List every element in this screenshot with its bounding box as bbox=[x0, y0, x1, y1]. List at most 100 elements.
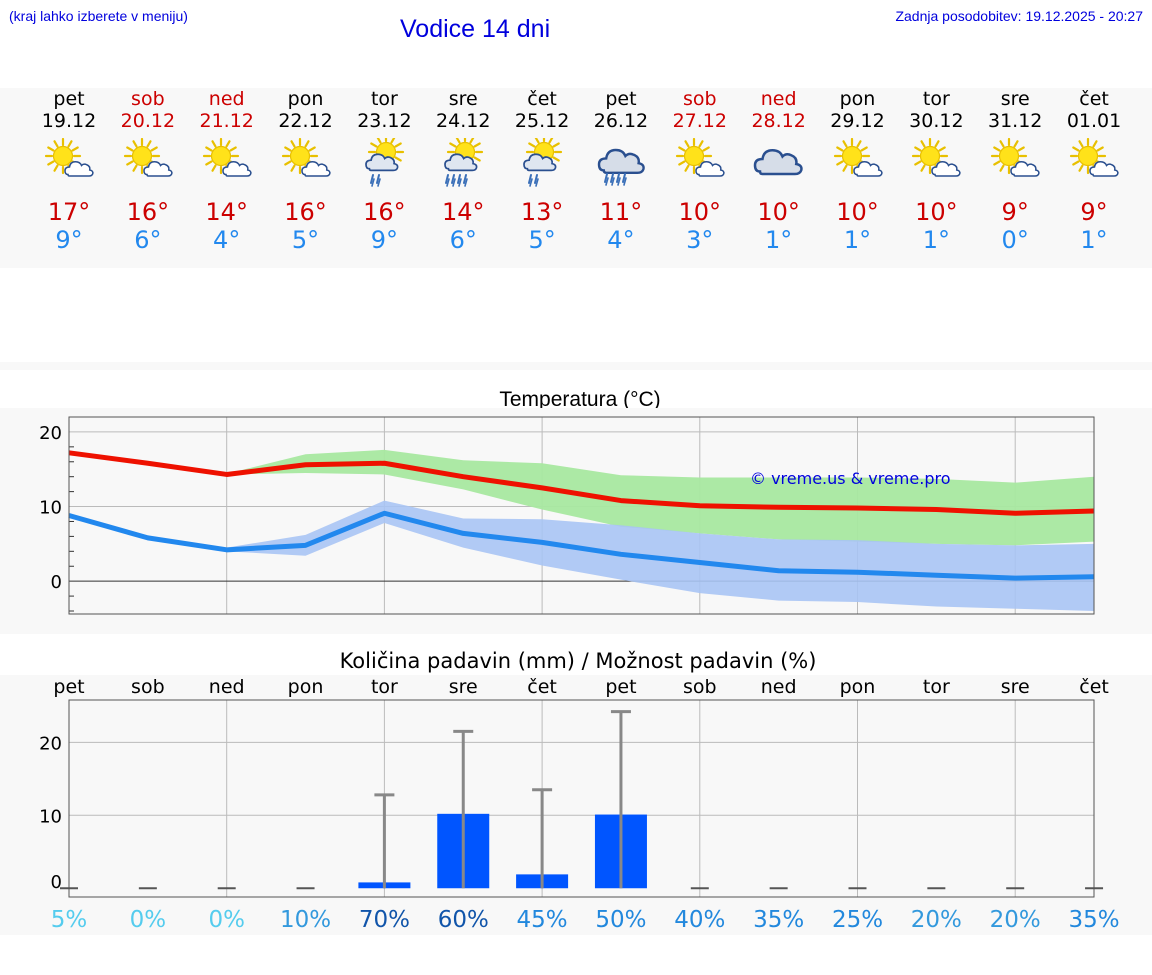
day-name: tor bbox=[922, 88, 950, 110]
max-temp-range-band bbox=[69, 449, 1095, 546]
day-column: pon 22.12 16° 5° bbox=[251, 88, 361, 254]
precipitation-day-label: ned bbox=[761, 676, 797, 698]
day-max-temp: 9° bbox=[1080, 198, 1108, 226]
day-name: sob bbox=[131, 88, 165, 110]
location-menu-hint[interactable]: (kraj lahko izberete v meniju) bbox=[9, 8, 188, 24]
day-name: tor bbox=[370, 88, 398, 110]
sun-cloud-rain-icon bbox=[523, 138, 563, 187]
day-date: 20.12 bbox=[120, 110, 176, 132]
precipitation-probability: 10% bbox=[280, 907, 331, 933]
precipitation-probability: 0% bbox=[130, 907, 167, 933]
min-temp-range-band bbox=[69, 500, 1095, 612]
precipitation-probability: 50% bbox=[595, 907, 646, 933]
watermark: © vreme.us & vreme.pro bbox=[750, 469, 951, 488]
precipitation-day-label: čet bbox=[1079, 676, 1109, 698]
day-max-temp: 13° bbox=[520, 198, 564, 226]
day-date: 29.12 bbox=[830, 110, 885, 132]
day-date: 31.12 bbox=[987, 110, 1043, 132]
day-date: 01.01 bbox=[1066, 110, 1122, 132]
day-column: sob 27.12 10° 3° bbox=[645, 88, 755, 254]
day-max-temp: 14° bbox=[441, 198, 485, 226]
temperature-plot-border bbox=[68, 416, 1095, 615]
last-updated: Zadnja posodobitev: 19.12.2025 - 20:27 bbox=[895, 8, 1143, 24]
precipitation-probability: 25% bbox=[832, 907, 883, 933]
temperature-y-tick: 10 bbox=[39, 498, 62, 519]
precipitation-day-label: pet bbox=[605, 676, 636, 698]
day-column: sre 24.12 14° 6° bbox=[408, 88, 518, 254]
day-name: čet bbox=[527, 88, 557, 110]
day-column: tor 23.12 16° 9° bbox=[329, 88, 439, 254]
day-name: pet bbox=[605, 88, 637, 110]
precipitation-day-label: pon bbox=[288, 676, 324, 698]
precipitation-chart-title: Količina padavin (mm) / Možnost padavin … bbox=[340, 649, 817, 673]
day-max-temp: 10° bbox=[678, 198, 722, 226]
day-date: 30.12 bbox=[909, 110, 964, 132]
day-name: pon bbox=[839, 88, 876, 110]
day-name: ned bbox=[760, 88, 797, 110]
precipitation-day-label: sob bbox=[683, 676, 717, 698]
day-min-temp: 9° bbox=[370, 226, 399, 254]
precipitation-probability: 35% bbox=[753, 907, 804, 933]
day-max-temp: 9° bbox=[1001, 198, 1029, 226]
day-column: pon 29.12 10° 1° bbox=[803, 88, 913, 254]
day-min-temp: 6° bbox=[134, 226, 162, 254]
precipitation-probability: 20% bbox=[911, 907, 962, 933]
day-max-temp: 16° bbox=[284, 198, 327, 226]
precipitation-day-label: pon bbox=[840, 676, 876, 698]
day-min-temp: 5° bbox=[291, 226, 320, 254]
precipitation-day-label: sre bbox=[1001, 676, 1030, 698]
day-max-temp: 14° bbox=[205, 198, 248, 226]
day-min-temp: 1° bbox=[765, 226, 793, 254]
day-column: čet 01.01 9° 1° bbox=[1039, 88, 1149, 254]
sun-cloud-icon bbox=[912, 138, 961, 177]
precipitation-probability: 40% bbox=[674, 907, 725, 933]
day-min-temp: 1° bbox=[1080, 226, 1108, 254]
precipitation-y-tick: 10 bbox=[39, 806, 62, 827]
day-min-temp: 4° bbox=[213, 226, 241, 254]
day-min-temp: 6° bbox=[449, 226, 477, 254]
precipitation-probability: 35% bbox=[1068, 907, 1119, 933]
day-date: 28.12 bbox=[751, 110, 806, 132]
day-column: ned 28.12 10° 1° bbox=[724, 88, 834, 254]
divider bbox=[0, 362, 1152, 370]
day-date: 19.12 bbox=[41, 110, 97, 132]
daily-forecast-strip: pet 19.12 17° 9° sob 20.12 16° 6° ned 21.12 14°… bbox=[0, 88, 1152, 268]
day-max-temp: 11° bbox=[599, 198, 643, 226]
precipitation-probability: 70% bbox=[359, 907, 410, 933]
precipitation-plot-area bbox=[69, 700, 1094, 897]
day-column: ned 21.12 14° 4° bbox=[172, 88, 282, 254]
precipitation-probability: 20% bbox=[990, 907, 1041, 933]
day-date: 22.12 bbox=[278, 110, 333, 132]
sun-cloud-icon bbox=[675, 138, 725, 177]
precipitation-day-label: sre bbox=[449, 676, 478, 698]
sun-cloud-icon bbox=[44, 138, 94, 177]
sun-cloud-heavy-rain-icon bbox=[444, 138, 484, 187]
precipitation-day-label: ned bbox=[209, 676, 245, 698]
precipitation-probability: 0% bbox=[208, 907, 245, 933]
temperature-y-tick: 20 bbox=[39, 423, 62, 444]
precipitation-day-label: tor bbox=[371, 676, 398, 698]
max-temp-line bbox=[68, 450, 1095, 516]
day-name: sre bbox=[448, 88, 478, 110]
precipitation-probability: 45% bbox=[517, 907, 568, 933]
day-date: 21.12 bbox=[199, 110, 254, 132]
day-column: pet 19.12 17° 9° bbox=[14, 88, 124, 254]
day-min-temp: 4° bbox=[607, 226, 635, 254]
day-column: čet 25.12 13° 5° bbox=[487, 88, 597, 254]
day-name: čet bbox=[1079, 88, 1109, 110]
temperature-y-tick: 0 bbox=[51, 572, 62, 593]
precipitation-plot-border bbox=[68, 699, 1095, 898]
day-column: sre 31.12 9° 0° bbox=[960, 88, 1070, 254]
day-name: pet bbox=[53, 88, 85, 110]
day-min-temp: 3° bbox=[686, 226, 714, 254]
sun-cloud-icon bbox=[991, 138, 1040, 177]
cloudy-icon bbox=[753, 148, 803, 176]
day-column: pet 26.12 11° 4° bbox=[566, 88, 676, 254]
sun-cloud-icon bbox=[833, 138, 883, 177]
precipitation-day-label: pet bbox=[53, 676, 84, 698]
day-date: 27.12 bbox=[672, 110, 727, 132]
precipitation-probability: 60% bbox=[438, 907, 489, 933]
day-date: 23.12 bbox=[357, 110, 412, 132]
day-date: 25.12 bbox=[514, 110, 570, 132]
